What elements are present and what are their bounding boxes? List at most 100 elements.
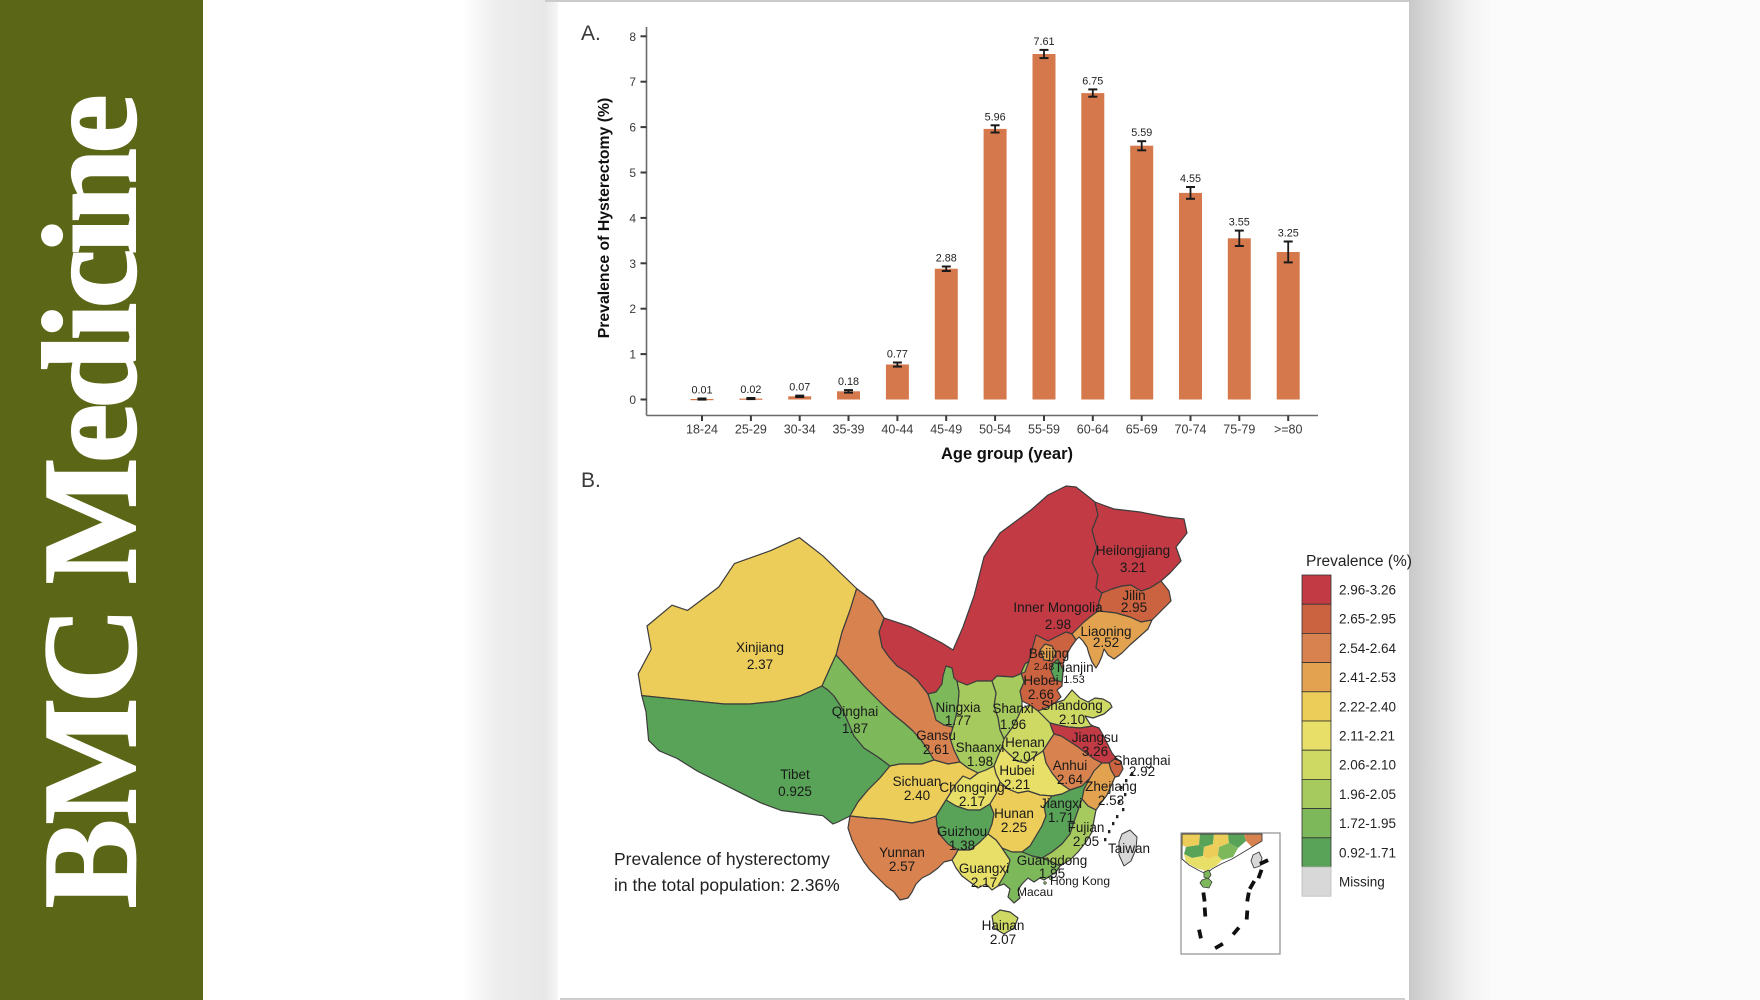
svg-text:2.65-2.95: 2.65-2.95	[1339, 612, 1396, 627]
svg-text:2.17: 2.17	[971, 875, 997, 890]
svg-text:Prevalence of hysterectomy: Prevalence of hysterectomy	[614, 849, 830, 869]
svg-text:2.88: 2.88	[936, 253, 957, 265]
svg-text:Tibet: Tibet	[780, 767, 810, 782]
svg-text:35-39: 35-39	[833, 423, 865, 437]
svg-text:5.59: 5.59	[1131, 127, 1152, 139]
svg-text:Fujian: Fujian	[1068, 820, 1105, 835]
svg-text:2.57: 2.57	[889, 859, 915, 874]
svg-text:Hainan: Hainan	[982, 918, 1025, 933]
svg-text:Missing: Missing	[1339, 875, 1385, 890]
svg-text:1.96: 1.96	[1000, 717, 1026, 732]
svg-text:Jilin: Jilin	[1122, 588, 1145, 603]
svg-text:1.98: 1.98	[967, 754, 993, 769]
svg-text:Hunan: Hunan	[994, 806, 1034, 821]
svg-text:Prevalence of Hysterectomy (%): Prevalence of Hysterectomy (%)	[596, 98, 613, 339]
svg-text:30-34: 30-34	[784, 423, 816, 437]
svg-text:5.96: 5.96	[985, 111, 1006, 123]
svg-text:50-54: 50-54	[979, 423, 1011, 437]
svg-text:1.71: 1.71	[1048, 810, 1074, 825]
svg-text:Tianjin: Tianjin	[1054, 660, 1093, 675]
svg-text:Heilongjiang: Heilongjiang	[1096, 543, 1170, 558]
svg-text:2.05: 2.05	[1073, 834, 1099, 849]
svg-text:2.66: 2.66	[1028, 687, 1054, 702]
svg-text:Qinghai: Qinghai	[832, 704, 879, 719]
svg-text:Sichuan: Sichuan	[893, 774, 942, 789]
svg-text:2.17: 2.17	[959, 794, 985, 809]
svg-text:Chongqing: Chongqing	[939, 780, 1004, 795]
svg-text:1: 1	[629, 348, 636, 362]
svg-text:Hebei: Hebei	[1023, 673, 1058, 688]
svg-text:Henan: Henan	[1005, 735, 1045, 750]
svg-text:2.64: 2.64	[1057, 772, 1084, 787]
svg-text:Hubei: Hubei	[999, 763, 1034, 778]
svg-text:25-29: 25-29	[735, 423, 767, 437]
svg-text:1.72-1.95: 1.72-1.95	[1339, 816, 1396, 831]
svg-text:2.10: 2.10	[1059, 712, 1085, 727]
svg-text:1.96-2.05: 1.96-2.05	[1339, 787, 1396, 802]
svg-text:2.25: 2.25	[1001, 820, 1027, 835]
svg-text:70-74: 70-74	[1175, 423, 1207, 437]
svg-text:0.02: 0.02	[740, 384, 761, 396]
svg-text:2.40: 2.40	[904, 788, 930, 803]
svg-text:Yunnan: Yunnan	[879, 845, 925, 860]
svg-text:2.11-2.21: 2.11-2.21	[1339, 729, 1395, 744]
svg-text:Guangxi: Guangxi	[959, 861, 1009, 876]
svg-text:1.77: 1.77	[945, 713, 971, 728]
svg-text:45-49: 45-49	[930, 423, 962, 437]
svg-text:8: 8	[629, 30, 636, 44]
svg-text:Shanxi: Shanxi	[992, 701, 1033, 716]
svg-text:3.25: 3.25	[1278, 228, 1299, 240]
svg-text:0.77: 0.77	[887, 349, 908, 361]
svg-text:Shaanxi: Shaanxi	[956, 740, 1005, 755]
svg-text:3.55: 3.55	[1229, 217, 1250, 229]
svg-text:1.53: 1.53	[1063, 674, 1084, 686]
svg-text:2.98: 2.98	[1045, 617, 1071, 632]
svg-text:2.07: 2.07	[990, 932, 1016, 947]
svg-text:5: 5	[629, 166, 636, 180]
svg-text:Jiangsu: Jiangsu	[1072, 730, 1119, 745]
svg-text:2: 2	[629, 302, 636, 316]
svg-text:2.48: 2.48	[1034, 661, 1055, 673]
svg-text:1.95: 1.95	[1039, 866, 1065, 881]
svg-text:Hong Kong: Hong Kong	[1050, 874, 1110, 888]
svg-text:Age group (year): Age group (year)	[941, 445, 1073, 463]
svg-text:>=80: >=80	[1274, 423, 1303, 437]
svg-text:Shandong: Shandong	[1041, 698, 1103, 713]
svg-text:0.18: 0.18	[838, 376, 859, 388]
svg-text:0.925: 0.925	[778, 784, 812, 799]
svg-text:2.53: 2.53	[1098, 793, 1124, 808]
svg-text:2.52: 2.52	[1093, 635, 1119, 650]
svg-text:Guangdong: Guangdong	[1017, 853, 1088, 868]
svg-text:Macau: Macau	[1017, 885, 1053, 899]
svg-text:0: 0	[629, 393, 636, 407]
svg-text:75-79: 75-79	[1223, 423, 1255, 437]
svg-text:4: 4	[629, 211, 636, 225]
svg-text:0.07: 0.07	[789, 382, 810, 394]
svg-text:2.06-2.10: 2.06-2.10	[1339, 758, 1396, 773]
svg-text:55-59: 55-59	[1028, 423, 1060, 437]
svg-text:Guizhou: Guizhou	[937, 824, 987, 839]
svg-text:Xinjiang: Xinjiang	[736, 640, 784, 655]
svg-text:7: 7	[629, 75, 636, 89]
svg-text:B.: B.	[581, 469, 601, 492]
svg-text:40-44: 40-44	[881, 423, 913, 437]
svg-text:2.07: 2.07	[1012, 749, 1038, 764]
svg-text:Zhejiang: Zhejiang	[1085, 779, 1137, 794]
svg-text:18-24: 18-24	[686, 423, 718, 437]
svg-text:2.21: 2.21	[1004, 777, 1030, 792]
svg-text:1.38: 1.38	[949, 838, 975, 853]
svg-text:0.01: 0.01	[691, 385, 712, 397]
svg-text:6: 6	[629, 121, 636, 135]
svg-text:3.26: 3.26	[1082, 744, 1108, 759]
svg-text:2.22-2.40: 2.22-2.40	[1339, 699, 1396, 714]
svg-text:0.92-1.71: 0.92-1.71	[1339, 845, 1396, 860]
svg-text:Anhui: Anhui	[1053, 758, 1088, 773]
svg-text:Taiwan: Taiwan	[1108, 841, 1150, 856]
svg-text:Jiangxi: Jiangxi	[1040, 796, 1082, 811]
svg-text:Gansu: Gansu	[916, 728, 956, 743]
svg-text:2.37: 2.37	[747, 657, 773, 672]
svg-text:Shanghai: Shanghai	[1113, 753, 1170, 768]
svg-text:2.61: 2.61	[923, 742, 949, 757]
svg-text:65-69: 65-69	[1126, 423, 1158, 437]
svg-text:A.: A.	[581, 22, 601, 45]
